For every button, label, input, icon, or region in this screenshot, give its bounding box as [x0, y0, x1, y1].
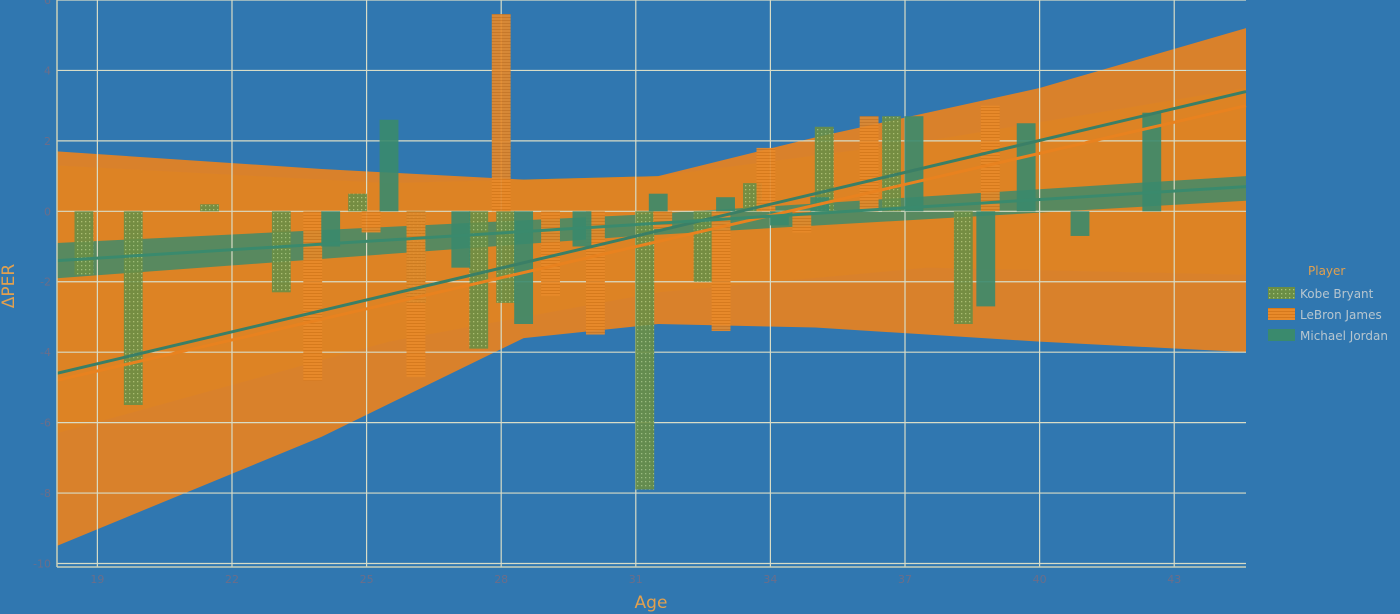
x-tick-label: 43	[1167, 573, 1181, 586]
bar-kobe-bryant	[200, 204, 219, 212]
y-tick-label: -4	[40, 346, 51, 359]
trend-line-kobe-bryant	[56, 90, 1247, 375]
x-tick-label: 34	[763, 573, 777, 586]
bar-lebron-james	[859, 116, 879, 212]
legend-title: Player	[1308, 264, 1345, 278]
bar-michael-jordan	[379, 119, 399, 212]
x-tick-label: 19	[90, 573, 104, 586]
bar-kobe-bryant	[348, 193, 368, 212]
trend-lines	[56, 90, 1247, 382]
bar-lebron-james	[756, 147, 776, 212]
legend: Player Kobe Bryant LeBron James Michael Jo…	[1268, 264, 1388, 343]
bar-lebron-james	[406, 211, 426, 377]
bar-lebron-james	[303, 211, 323, 381]
bar-kobe-bryant	[953, 211, 973, 324]
y-tick-label: -10	[33, 557, 51, 570]
bar-michael-jordan	[648, 193, 668, 212]
x-tick-label: 22	[225, 573, 239, 586]
bar-michael-jordan	[1070, 211, 1090, 236]
bar-lebron-james	[980, 105, 1000, 212]
x-tick-label: 25	[360, 573, 374, 586]
axes	[56, 0, 1246, 568]
tick-labels: 19 22 25 28 31 34 37 40 43 6 4 2 0 -2 -4 -6 -8 -10	[33, 0, 1181, 586]
bar-kobe-bryant	[74, 211, 94, 275]
bar-lebron-james	[491, 14, 511, 212]
legend-swatch-michael-jordan	[1268, 329, 1295, 341]
bar-lebron-james	[361, 211, 381, 233]
y-tick-label: -2	[40, 276, 51, 289]
bar-lebron-james	[792, 211, 812, 233]
x-axis-title: Age	[635, 593, 668, 613]
y-tick-label: -6	[40, 417, 51, 430]
x-tick-label: 28	[494, 573, 508, 586]
bar-lebron-james	[711, 211, 731, 332]
bar-kobe-bryant	[496, 211, 516, 303]
bar-michael-jordan	[451, 211, 471, 268]
y-axis-title: ΔPER	[0, 264, 19, 309]
bar-michael-jordan	[904, 116, 924, 212]
x-tick-label: 31	[629, 573, 643, 586]
bar-lebron-james	[541, 211, 560, 296]
y-tick-label: -8	[40, 487, 51, 500]
bar-lebron-james	[653, 211, 673, 229]
bar-kobe-bryant	[123, 211, 143, 405]
legend-label-michael-jordan: Michael Jordan	[1300, 329, 1388, 343]
bar-michael-jordan	[1016, 123, 1036, 212]
legend-label-lebron-james: LeBron James	[1300, 308, 1382, 322]
legend-label-kobe-bryant: Kobe Bryant	[1300, 287, 1374, 301]
bar-michael-jordan	[321, 211, 341, 247]
bar-michael-jordan	[716, 197, 735, 212]
trend-line-lebron-james	[56, 104, 1247, 382]
bar-kobe-bryant	[882, 116, 901, 212]
legend-swatch-kobe-bryant	[1268, 287, 1295, 299]
bar-kobe-bryant	[635, 211, 655, 490]
bar-michael-jordan	[976, 211, 996, 307]
y-tick-label: 6	[44, 0, 51, 7]
y-tick-label: 0	[44, 205, 51, 218]
x-tick-label: 37	[898, 573, 912, 586]
trend-line-michael-jordan	[56, 185, 1247, 263]
y-tick-label: 4	[44, 64, 51, 77]
bar-michael-jordan	[1142, 112, 1162, 212]
bar-michael-jordan	[514, 211, 534, 324]
y-tick-label: 2	[44, 135, 51, 148]
bar-kobe-bryant	[469, 211, 489, 349]
bar-kobe-bryant	[271, 211, 291, 293]
x-tick-label: 40	[1033, 573, 1047, 586]
legend-swatch-lebron-james	[1268, 308, 1295, 320]
